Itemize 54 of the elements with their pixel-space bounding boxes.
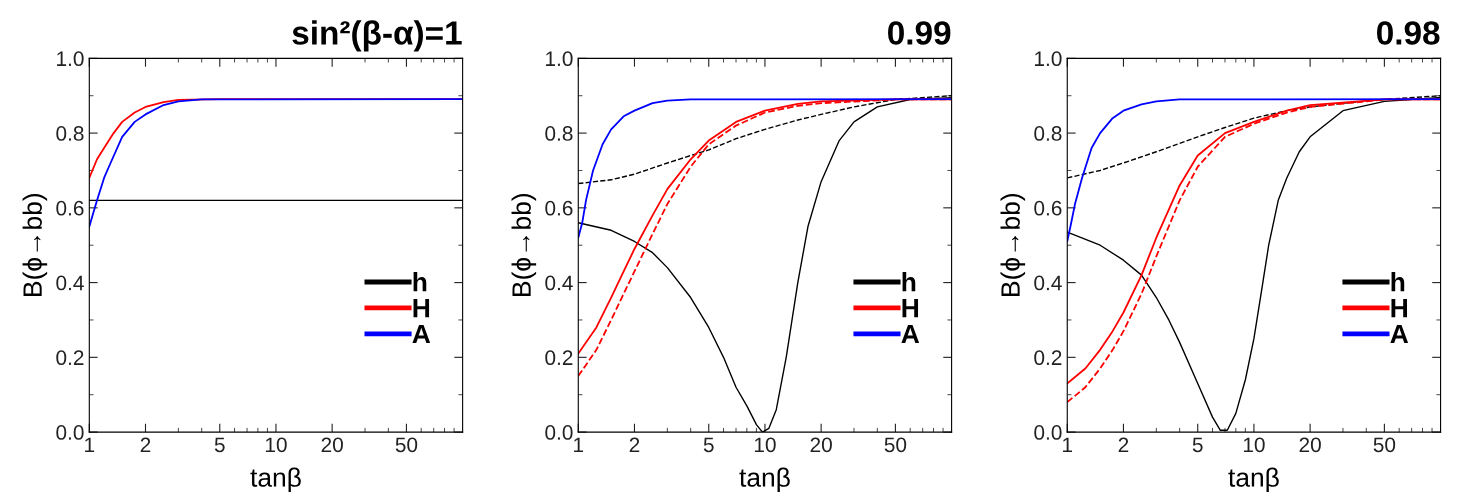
- y-tick-label: 0.6: [545, 200, 573, 216]
- x-tick-label: 2: [1118, 437, 1129, 453]
- y-tick-label: 1.0: [546, 51, 573, 67]
- y-axis-title: B(ϕ→bb): [1000, 194, 1026, 296]
- x-tick-label: 5: [703, 437, 714, 453]
- chart-title: sin²(β-α)=1: [292, 20, 462, 52]
- x-tick-label: 1: [85, 437, 95, 453]
- x-tick-label: 1: [574, 437, 584, 453]
- legend-label: H: [902, 298, 919, 318]
- x-tick-label: 20: [321, 437, 343, 453]
- y-tick-label: 0.6: [1034, 200, 1062, 216]
- x-tick-label: 20: [1299, 437, 1321, 453]
- y-tick-label: 0.4: [1034, 275, 1062, 291]
- y-tick-label: 0.2: [545, 350, 573, 366]
- legend-label: A: [1390, 324, 1409, 344]
- x-tick-label: 10: [1243, 437, 1265, 453]
- y-tick-label: 0.0: [56, 425, 84, 440]
- y-tick-label: 0.8: [545, 126, 573, 141]
- y-tick-label: 0.4: [545, 275, 573, 291]
- x-tick-label: 50: [395, 437, 418, 453]
- y-tick-label: 0.4: [56, 275, 84, 291]
- x-tick-label: 5: [1192, 437, 1203, 453]
- x-tick-label: 5: [214, 437, 225, 453]
- y-tick-label: 0.2: [1034, 350, 1062, 366]
- x-axis-title: tanβ: [250, 467, 301, 493]
- y-tick-label: 0.0: [1034, 425, 1062, 440]
- y-tick-label: 0.6: [56, 200, 84, 216]
- x-axis-title: tanβ: [1228, 467, 1279, 493]
- x-tick-label: 50: [1373, 437, 1396, 453]
- legend-label: H: [413, 298, 430, 318]
- y-tick-label: 0.8: [56, 126, 84, 141]
- legend-label: A: [412, 324, 431, 344]
- y-tick-label: 1.0: [57, 51, 84, 67]
- x-tick-label: 10: [265, 437, 287, 453]
- y-axis-title: B(ϕ→bb): [511, 194, 537, 296]
- legend-label: h: [1391, 272, 1405, 292]
- legend-label: h: [902, 272, 916, 292]
- x-tick-label: 20: [810, 437, 832, 453]
- x-tick-label: 2: [140, 437, 151, 453]
- x-axis-title: tanβ: [739, 467, 790, 493]
- y-tick-label: 0.2: [56, 350, 84, 366]
- chart-title: 0.98: [1377, 21, 1440, 45]
- x-tick-label: 10: [754, 437, 776, 453]
- y-axis-title: B(ϕ→bb): [22, 194, 48, 296]
- y-tick-label: 1.0: [1035, 51, 1062, 67]
- legend-label: A: [901, 324, 920, 344]
- legend-label: h: [413, 272, 427, 292]
- y-tick-label: 0.8: [1034, 126, 1062, 141]
- x-tick-label: 2: [629, 437, 640, 453]
- y-tick-label: 0.0: [545, 425, 573, 440]
- x-tick-label: 50: [884, 437, 907, 453]
- legend-label: H: [1391, 298, 1408, 318]
- chart-title: 0.99: [888, 21, 951, 45]
- x-tick-label: 1: [1063, 437, 1073, 453]
